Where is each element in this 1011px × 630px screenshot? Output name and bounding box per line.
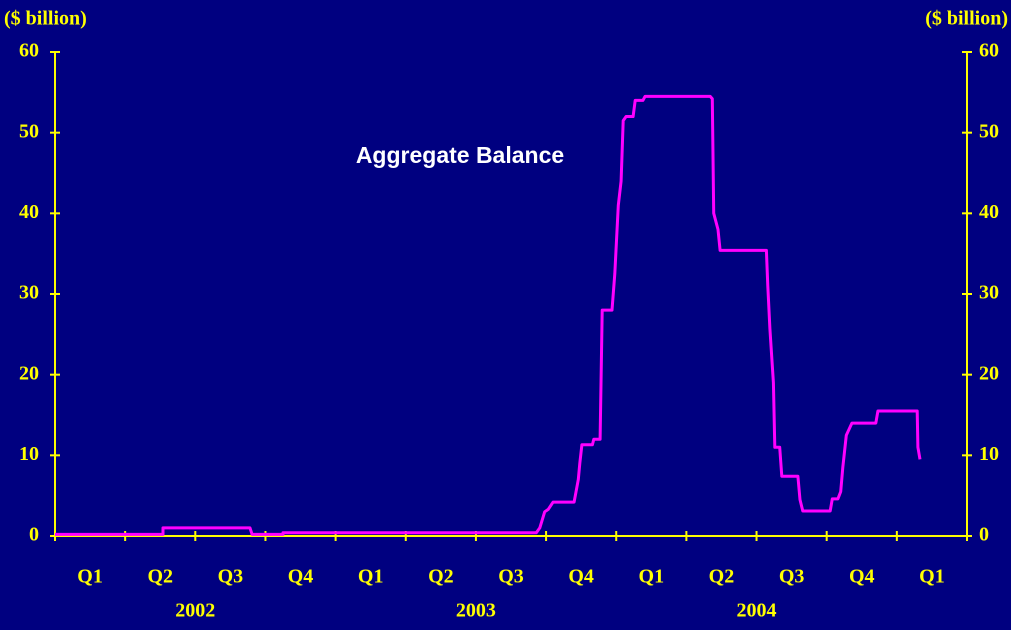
y-tick-label: 50: [19, 120, 39, 142]
y2-axis-label: ($ billion): [925, 8, 1008, 30]
x-tick-label: Q1: [639, 566, 665, 588]
x-tick-label: Q2: [428, 566, 454, 588]
x-tick-label: Q2: [147, 566, 173, 588]
y-tick-label: 10: [19, 443, 39, 465]
x-tick-label: Q3: [498, 566, 524, 588]
x-tick-label: Q1: [77, 566, 103, 588]
y-axis-label: ($ billion): [4, 8, 87, 30]
x-tick-label: Q1: [919, 566, 945, 588]
x-tick-label: Q4: [568, 566, 594, 588]
y2-tick-label: 20: [979, 362, 999, 384]
y-tick-label: 30: [19, 282, 39, 304]
x-tick-label: Q4: [288, 566, 314, 588]
y2-tick-label: 50: [979, 120, 999, 142]
y2-tick-label: 30: [979, 282, 999, 304]
x-tick-label: Q1: [358, 566, 384, 588]
y2-tick-label: 10: [979, 443, 999, 465]
y-tick-label: 0: [29, 524, 39, 546]
x-tick-label: Q3: [218, 566, 244, 588]
y-tick-label: 60: [19, 40, 39, 62]
y2-tick-label: 0: [979, 524, 989, 546]
x-tick-label: Q3: [779, 566, 805, 588]
year-label: 2002: [175, 600, 215, 622]
y2-tick-label: 60: [979, 40, 999, 62]
year-label: 2003: [456, 600, 496, 622]
y-tick-label: 20: [19, 362, 39, 384]
x-tick-label: Q4: [849, 566, 875, 588]
year-label: 2004: [737, 600, 777, 622]
y2-tick-label: 40: [979, 201, 999, 223]
x-tick-label: Q2: [709, 566, 735, 588]
annotation: Aggregate Balance: [356, 142, 564, 168]
y-tick-label: 40: [19, 201, 39, 223]
data-line: [55, 94, 922, 536]
